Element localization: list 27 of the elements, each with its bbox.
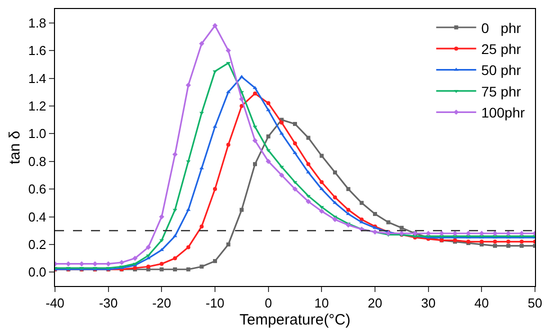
y-tick-label: 1.6 (28, 43, 46, 58)
legend-label: 0 phr (481, 20, 522, 36)
y-tick-label: 0.0 (28, 264, 46, 280)
x-tick-label: 30 (421, 296, 436, 311)
x-axis-title: Temperature(°C) (239, 312, 351, 329)
x-tick-label: 20 (368, 296, 382, 311)
x-tick-label: 0 (264, 296, 272, 311)
x-tick-label: -30 (98, 296, 118, 311)
legend-label: 50 phr (481, 62, 522, 78)
x-tick-label: -10 (206, 296, 224, 311)
y-tick-label: 0.4 (28, 209, 46, 224)
legend-label: 25 phr (481, 41, 522, 58)
y-tick-label: 1.0 (28, 126, 46, 142)
y-tick-label: 1.8 (28, 15, 46, 30)
x-tick-label: -40 (46, 296, 64, 311)
y-axis-title: tan δ (6, 130, 24, 164)
x-tick-label: 10 (314, 296, 329, 311)
y-tick-label: 1.4 (28, 70, 46, 86)
legend-label: 75 phr (481, 83, 522, 100)
x-tick-label: 50 (528, 296, 542, 311)
x-tick-label: -20 (152, 296, 172, 311)
y-tick-label: 0.6 (28, 182, 46, 197)
legend-label: 100phr (481, 104, 526, 121)
y-tick-label: 0.8 (28, 154, 46, 169)
y-tick-label: 0.2 (28, 237, 46, 252)
x-tick-label: 40 (474, 296, 489, 311)
y-tick-label: 1.2 (28, 98, 46, 114)
